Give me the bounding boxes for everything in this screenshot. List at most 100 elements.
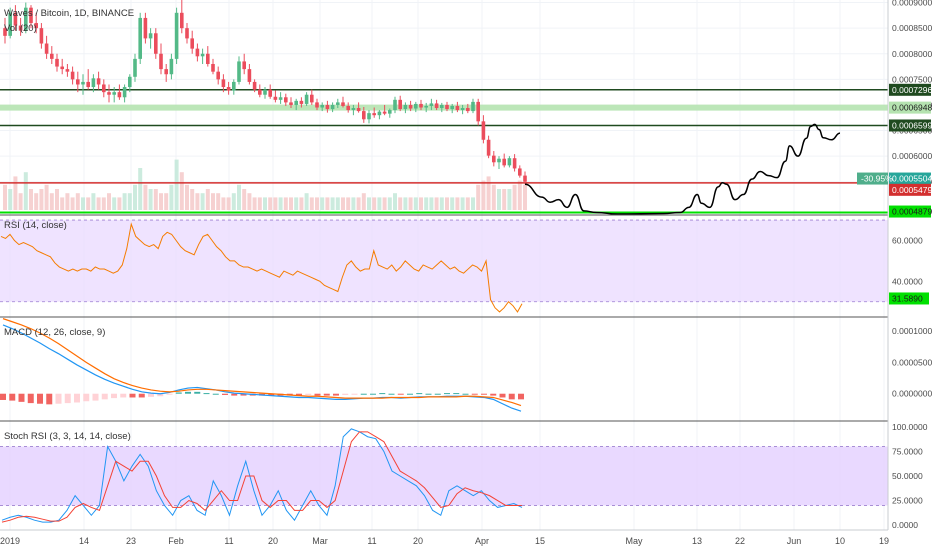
candle-body xyxy=(185,28,189,39)
candle-body xyxy=(466,108,470,112)
volume-bar xyxy=(320,197,325,210)
macd-histogram-bar xyxy=(222,393,228,395)
candle-body xyxy=(195,48,200,57)
volume-bar xyxy=(263,197,267,210)
volume-bar xyxy=(96,197,101,210)
time-tick-label: Jun xyxy=(787,536,802,546)
macd-histogram-bar xyxy=(388,393,395,395)
volume-bar xyxy=(289,197,293,210)
macd-histogram-bar xyxy=(425,393,432,395)
macd-group xyxy=(0,318,524,412)
stoch-k-line xyxy=(1,428,523,523)
macd-histogram-bar xyxy=(444,393,450,395)
macd-histogram-bar xyxy=(138,393,145,398)
candle-body xyxy=(190,38,194,49)
candle-body xyxy=(76,79,80,85)
volume-bar xyxy=(65,193,70,210)
volume-bar xyxy=(434,197,439,210)
volume-bar xyxy=(101,197,106,210)
symbol-title: Waves / Bitcoin, 1D, BINANCE xyxy=(4,8,134,19)
volume-bar xyxy=(309,197,314,210)
time-axis[interactable]: 2019 14 23 Feb 11 20 Mar 11 20 Apr 15 May 13 22 Jun 10 1… xyxy=(0,536,889,546)
volume-bar xyxy=(221,197,226,210)
time-tick-label: 20 xyxy=(413,536,423,546)
volume-bar xyxy=(8,189,13,210)
volume-bar xyxy=(330,197,335,210)
volume-bar xyxy=(60,197,65,210)
volume-bar xyxy=(174,159,179,210)
macd-histogram-bar xyxy=(379,393,386,395)
volume-bar xyxy=(304,193,309,210)
macd-histogram-bar xyxy=(407,393,413,395)
macd-histogram-bar xyxy=(9,393,16,401)
macd-histogram-bar xyxy=(64,393,71,404)
candle-body xyxy=(356,108,361,112)
volume-bar xyxy=(455,197,460,210)
volume-bar xyxy=(143,184,148,210)
candle-body xyxy=(471,101,475,112)
rsi-group xyxy=(0,222,523,313)
macd-tick-label: 0.0000500 xyxy=(892,357,932,367)
candle-body xyxy=(310,94,314,103)
candle-body xyxy=(440,104,444,109)
stoch-tick-label: 0.0000 xyxy=(892,520,918,530)
volume-bar xyxy=(148,189,153,210)
candle-body xyxy=(273,96,278,100)
candle-body xyxy=(455,105,460,111)
macd-histogram-bar xyxy=(101,393,108,400)
macd-histogram-bar xyxy=(92,393,99,401)
candle-body xyxy=(216,71,220,80)
volume-bar xyxy=(122,193,127,210)
macd-histogram-bar xyxy=(268,393,275,396)
candle-body xyxy=(523,175,527,182)
price-level-tag-label: 0.0005479 xyxy=(892,185,932,195)
indicator-bands xyxy=(0,219,888,506)
volume-bar xyxy=(231,193,236,210)
candle-body xyxy=(128,76,132,88)
candle-body xyxy=(221,79,226,88)
stoch-band xyxy=(0,446,888,506)
macd-histogram-bar xyxy=(148,393,154,397)
candle-body xyxy=(60,66,64,70)
price-level-tag xyxy=(889,205,931,218)
volume-bar xyxy=(278,197,283,210)
macd-histogram-bar xyxy=(175,392,182,394)
time-tick-label: Mar xyxy=(312,536,328,546)
rsi-tick-label: 40.0000 xyxy=(892,276,923,286)
volume-bar xyxy=(372,197,377,210)
volume-bar xyxy=(159,193,163,210)
volume-bar xyxy=(49,193,54,210)
candle-body xyxy=(377,111,382,116)
volume-bar xyxy=(86,197,91,210)
volume-bar xyxy=(408,197,413,210)
macd-histogram-bar xyxy=(296,393,302,396)
stoch-tick-label: 25.0000 xyxy=(892,496,923,506)
level-zone xyxy=(0,104,888,111)
volume-bar xyxy=(325,197,330,210)
candle-body xyxy=(55,58,59,67)
macd-histogram-bar xyxy=(46,393,53,405)
price-axis[interactable]: 0.00090000.00085000.00080000.00075000.00… xyxy=(857,0,932,530)
volume-bar xyxy=(179,172,184,210)
candle-body xyxy=(445,104,449,110)
macd-histogram-bar xyxy=(416,393,423,395)
volume-bar xyxy=(153,189,158,210)
volume-bar xyxy=(211,193,215,210)
candle-body xyxy=(476,101,480,122)
macd-histogram-bar xyxy=(434,393,441,395)
rsi-line xyxy=(0,222,523,313)
macd-histogram-bar xyxy=(203,393,210,395)
candle-body xyxy=(299,100,304,104)
time-tick-label: 22 xyxy=(735,536,745,546)
volume-bar xyxy=(497,189,501,210)
candle-body xyxy=(320,104,324,108)
candle-body xyxy=(325,104,330,110)
volume-bar xyxy=(283,197,288,210)
change-tag xyxy=(857,172,888,185)
macd-histogram-bar xyxy=(27,393,34,404)
candle-body xyxy=(263,89,267,95)
candle-body xyxy=(159,53,163,70)
time-tick-label: Apr xyxy=(475,536,489,546)
macd-histogram-bar xyxy=(481,393,487,395)
